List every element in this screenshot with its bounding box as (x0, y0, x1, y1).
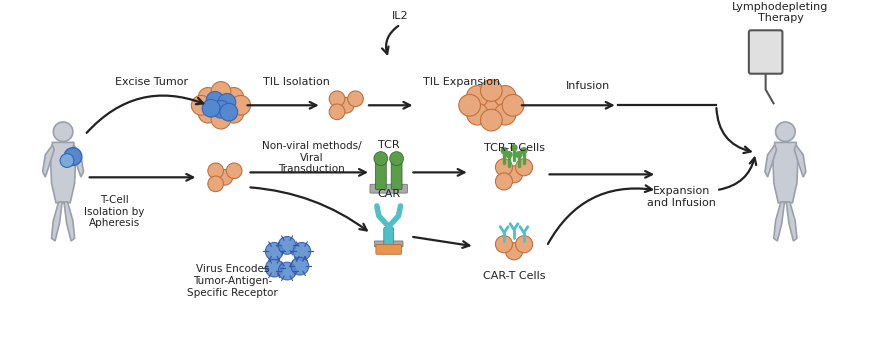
Circle shape (278, 262, 296, 280)
Circle shape (265, 259, 283, 277)
Text: Virus Encodes
Tumor-Antigen-
Specific Receptor: Virus Encodes Tumor-Antigen- Specific Re… (187, 264, 278, 298)
Circle shape (501, 148, 507, 154)
FancyBboxPatch shape (370, 184, 407, 193)
FancyBboxPatch shape (392, 161, 402, 190)
Circle shape (496, 159, 512, 176)
Circle shape (516, 159, 533, 176)
Circle shape (494, 103, 516, 125)
Circle shape (218, 93, 235, 111)
Text: Excise Tumor: Excise Tumor (116, 77, 189, 86)
Circle shape (506, 152, 512, 158)
Circle shape (211, 96, 231, 115)
Circle shape (505, 166, 522, 183)
Circle shape (521, 148, 527, 154)
Text: Infusion: Infusion (566, 80, 610, 91)
Circle shape (278, 237, 296, 254)
Polygon shape (773, 142, 798, 203)
FancyBboxPatch shape (376, 161, 386, 190)
Text: Lymphodepleting
Therapy: Lymphodepleting Therapy (732, 2, 828, 23)
Circle shape (329, 104, 345, 120)
FancyBboxPatch shape (376, 244, 401, 254)
Circle shape (505, 243, 522, 260)
FancyBboxPatch shape (749, 30, 782, 74)
Circle shape (198, 103, 218, 123)
Circle shape (206, 91, 224, 109)
Polygon shape (64, 202, 75, 241)
Circle shape (231, 96, 250, 115)
Circle shape (208, 163, 223, 179)
Polygon shape (42, 145, 54, 177)
Circle shape (191, 96, 211, 115)
Polygon shape (72, 145, 84, 177)
Circle shape (348, 91, 363, 107)
Circle shape (516, 152, 522, 158)
Polygon shape (765, 145, 776, 177)
Circle shape (467, 103, 489, 125)
Circle shape (64, 148, 82, 166)
Circle shape (212, 100, 230, 118)
Text: CAR: CAR (377, 189, 400, 199)
Circle shape (481, 94, 502, 116)
Circle shape (374, 152, 388, 166)
FancyBboxPatch shape (374, 241, 403, 247)
Polygon shape (50, 142, 76, 203)
Circle shape (220, 103, 238, 121)
Polygon shape (786, 202, 797, 241)
Text: T-Cell
Isolation by
Apheresis: T-Cell Isolation by Apheresis (84, 195, 145, 229)
Circle shape (208, 176, 223, 192)
Text: Non-viral methods/
Viral
Transduction: Non-viral methods/ Viral Transduction (262, 141, 362, 174)
Circle shape (481, 109, 502, 131)
Circle shape (496, 173, 512, 190)
Circle shape (53, 122, 73, 141)
Polygon shape (774, 202, 784, 241)
Circle shape (198, 88, 218, 107)
Circle shape (390, 152, 403, 166)
Circle shape (775, 122, 796, 141)
FancyBboxPatch shape (384, 228, 393, 249)
Text: TCR: TCR (377, 140, 400, 150)
Circle shape (481, 80, 502, 101)
Text: IL2: IL2 (392, 12, 409, 21)
Circle shape (60, 154, 74, 167)
Circle shape (224, 103, 243, 123)
Circle shape (265, 243, 283, 260)
Circle shape (211, 82, 231, 102)
Circle shape (511, 145, 517, 151)
Text: CAR-T Cells: CAR-T Cells (482, 271, 545, 281)
Text: Expansion
and Infusion: Expansion and Infusion (647, 186, 716, 208)
Polygon shape (795, 145, 806, 177)
Circle shape (329, 91, 345, 107)
Circle shape (494, 85, 516, 107)
Polygon shape (51, 202, 63, 241)
Circle shape (459, 94, 481, 116)
Circle shape (217, 169, 233, 185)
Text: TIL Expansion: TIL Expansion (423, 77, 500, 86)
Circle shape (202, 99, 220, 117)
Circle shape (211, 109, 231, 129)
Circle shape (502, 94, 524, 116)
Circle shape (224, 88, 243, 107)
Circle shape (291, 257, 309, 275)
Circle shape (496, 236, 512, 253)
Text: TCR-T Cells: TCR-T Cells (483, 143, 544, 153)
Circle shape (467, 85, 489, 107)
Circle shape (293, 243, 310, 260)
Circle shape (516, 236, 533, 253)
Circle shape (227, 163, 242, 179)
Circle shape (339, 97, 354, 113)
Text: TIL Isolation: TIL Isolation (264, 77, 331, 86)
